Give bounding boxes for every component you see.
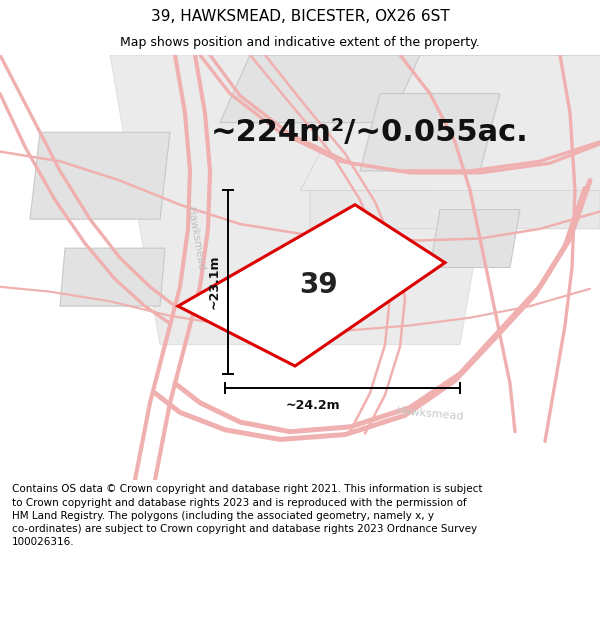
Polygon shape [300,55,600,190]
Text: 39: 39 [299,271,338,299]
Text: ~224m²/~0.055ac.: ~224m²/~0.055ac. [211,118,529,147]
Text: 39, HAWKSMEAD, BICESTER, OX26 6ST: 39, HAWKSMEAD, BICESTER, OX26 6ST [151,9,449,24]
Text: ~23.1m: ~23.1m [208,255,221,309]
Text: Map shows position and indicative extent of the property.: Map shows position and indicative extent… [120,36,480,49]
Polygon shape [310,55,600,229]
Text: Contains OS data © Crown copyright and database right 2021. This information is : Contains OS data © Crown copyright and d… [12,484,482,547]
Text: ~24.2m: ~24.2m [285,399,340,412]
Polygon shape [110,55,510,345]
Polygon shape [360,94,500,171]
Text: Hawksmead: Hawksmead [395,406,464,422]
Text: Hawksmead: Hawksmead [185,206,205,271]
Polygon shape [430,209,520,268]
Polygon shape [30,132,170,219]
Polygon shape [60,248,165,306]
Polygon shape [220,55,420,123]
Polygon shape [178,205,445,366]
